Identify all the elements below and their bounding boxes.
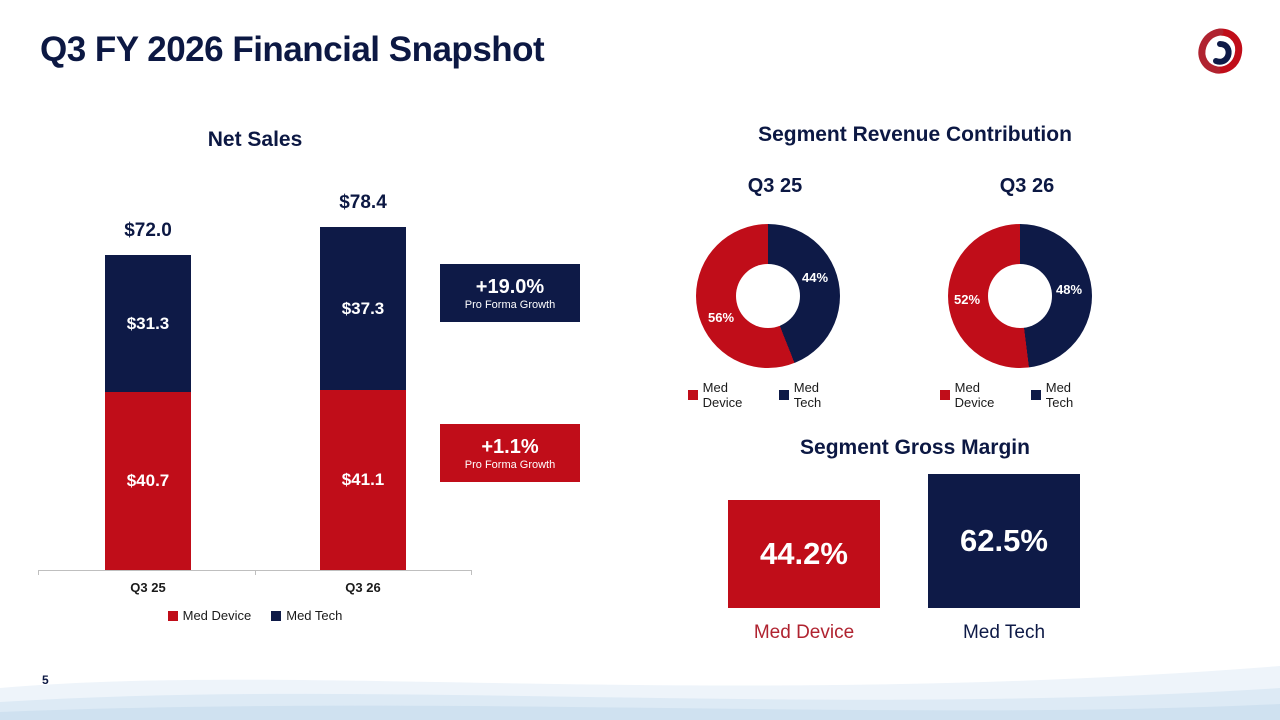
med-device-swatch	[688, 390, 698, 400]
callout-label: Pro Forma Growth	[464, 459, 556, 471]
x-axis-label-q325: Q3 25	[130, 580, 166, 595]
segment-revenue-title: Segment Revenue Contribution	[758, 123, 1072, 146]
donut-chart-q325: 44% 56%	[696, 224, 840, 368]
donut-legend-q325: Med Device Med Tech	[688, 380, 848, 410]
page-number: 5	[42, 673, 49, 687]
donut-label-med-tech-q326: 48%	[1056, 282, 1083, 297]
donut-period-q325: Q3 25	[747, 175, 803, 197]
gross-margin-box-med-device: 44.2%	[728, 500, 880, 608]
legend-label-med-device: Med Device	[954, 380, 995, 410]
legend-label-med-device: Med Device	[702, 380, 743, 410]
net-sales-chart-title: Net Sales	[207, 128, 303, 151]
axis-tick	[38, 570, 39, 575]
callout-med-tech-growth: +19.0% Pro Forma Growth	[440, 264, 580, 322]
legend-item-med-tech: Med Tech	[779, 380, 848, 410]
x-axis-label-q326: Q3 26	[345, 580, 381, 595]
gross-margin-label-med-tech: Med Tech	[962, 622, 1046, 643]
legend-item-med-tech: Med Tech	[1031, 380, 1100, 410]
gross-margin-label-med-device: Med Device	[753, 622, 855, 643]
med-tech-swatch	[271, 610, 282, 621]
callout-value: +19.0%	[475, 276, 545, 298]
legend-label-med-device: Med Device	[182, 608, 252, 623]
bar-segment-med-tech-q326: $37.3	[320, 227, 406, 390]
legend-item-med-device: Med Device	[167, 608, 252, 623]
bar-total-q326: $78.4	[339, 192, 387, 213]
gross-margin-box-med-tech: 62.5%	[928, 474, 1080, 608]
bar-segment-med-device-q326: $41.1	[320, 390, 406, 570]
legend-label-med-tech: Med Tech	[793, 380, 822, 410]
bar-total-q325: $72.0	[124, 220, 172, 241]
axis-tick	[471, 570, 472, 575]
med-device-swatch	[940, 390, 950, 400]
callout-label: Pro Forma Growth	[464, 299, 556, 311]
med-tech-swatch	[779, 390, 789, 400]
med-tech-swatch	[1031, 390, 1041, 400]
page-title: Q3 FY 2026 Financial Snapshot	[40, 30, 545, 69]
bar-segment-med-tech-q325: $31.3	[105, 255, 191, 392]
stacked-bar-q326: $37.3 $41.1	[320, 227, 406, 570]
donut-label-med-tech-q325: 44%	[802, 270, 829, 285]
gross-margin-value-med-tech: 62.5%	[960, 523, 1048, 558]
gross-margin-value-med-device: 44.2%	[760, 536, 848, 571]
legend-item-med-tech: Med Tech	[271, 608, 342, 623]
donut-period-q326: Q3 26	[999, 175, 1055, 197]
company-logo-icon	[1194, 26, 1246, 78]
net-sales-legend: Med Device Med Tech	[38, 608, 472, 623]
donut-label-med-device-q326: 52%	[954, 292, 981, 307]
callout-med-device-growth: +1.1% Pro Forma Growth	[440, 424, 580, 482]
legend-item-med-device: Med Device	[688, 380, 769, 410]
legend-label-med-tech: Med Tech	[286, 608, 343, 623]
donut-label-med-device-q325: 56%	[708, 310, 735, 325]
donut-legend-q326: Med Device Med Tech	[940, 380, 1100, 410]
callout-value: +1.1%	[481, 436, 539, 458]
decorative-wave	[0, 648, 1280, 720]
med-device-swatch	[167, 610, 178, 621]
bar-segment-med-device-q325: $40.7	[105, 392, 191, 570]
stacked-bar-q325: $31.3 $40.7	[105, 255, 191, 570]
donut-hole	[988, 264, 1052, 328]
legend-item-med-device: Med Device	[940, 380, 1021, 410]
gross-margin-title: Segment Gross Margin	[800, 436, 1030, 459]
donut-chart-q326: 48% 52%	[948, 224, 1092, 368]
legend-label-med-tech: Med Tech	[1045, 380, 1074, 410]
donut-hole	[736, 264, 800, 328]
axis-tick	[255, 570, 256, 575]
